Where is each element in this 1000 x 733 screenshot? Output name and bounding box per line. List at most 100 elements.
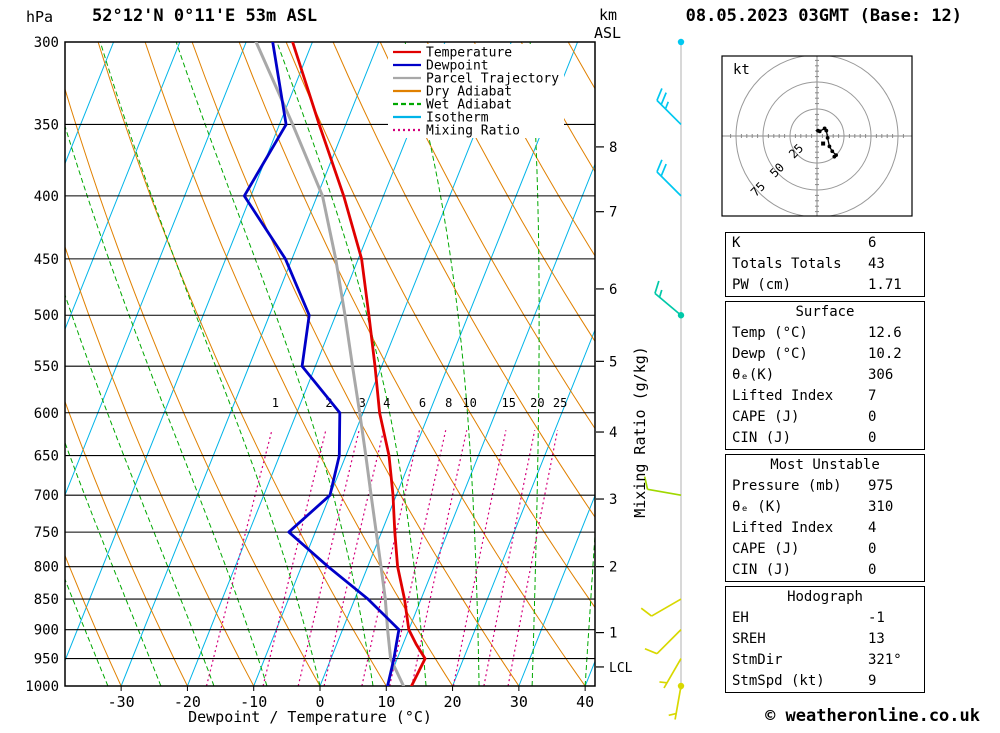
mixing-ratio-layer (205, 430, 559, 686)
hodograph-ring (735, 56, 899, 216)
mixing-ratio-value-label: 25 (553, 396, 567, 410)
wind-barb-stroke (656, 88, 663, 101)
stat-label: SREH (732, 631, 766, 647)
pressure-tick-label: 900 (34, 623, 59, 639)
km-tick-label: 5 (609, 354, 617, 370)
stats-group: K 6 Totals Totals 43 PW (cm) 1.71 (725, 232, 925, 297)
stat-row: Totals Totals 43 (726, 254, 924, 275)
stat-label: StmDir (732, 652, 783, 668)
stat-label: Totals Totals (732, 256, 842, 272)
stat-label: EH (732, 610, 749, 626)
temp-tick-label: 10 (377, 693, 395, 711)
isotherms-layer (65, 42, 595, 686)
stat-value: 4 (868, 520, 877, 536)
stat-group-header: Most Unstable (770, 457, 880, 473)
temperature-axis-labels: -30 -20 -10 0 10 20 30 40 (108, 686, 594, 711)
hodograph-ring-label: 25 (786, 141, 806, 161)
legend-label: Mixing Ratio (426, 124, 520, 139)
stat-value: -1 (868, 610, 885, 626)
stat-value: 43 (868, 256, 885, 272)
mixing-ratio-value-label: 8 (445, 396, 452, 410)
stat-value: 0 (868, 430, 877, 446)
legend-label: Parcel Trajectory (426, 72, 559, 87)
pressure-tick-label: 650 (34, 449, 59, 465)
sounding-curves (242, 42, 427, 686)
stats-group: Hodograph EH -1 SREH 13 StmDir 321° StmSpd (kt)… (725, 586, 925, 693)
mixing-ratio-axis-label: Mixing Ratio (g/kg) (631, 346, 649, 518)
stats-group: Most Unstable Pressure (mb) 975 θₑ (K) 310 Li… (725, 454, 925, 582)
stat-row: Lifted Index 7 (726, 386, 924, 407)
mixing-ratio-value-label: 15 (501, 396, 515, 410)
wind-barb-stroke (659, 681, 668, 684)
dry-adiabat-line (285, 42, 595, 609)
wind-level-dot (677, 38, 685, 46)
stat-value: 9 (868, 673, 877, 689)
stat-value: 310 (868, 499, 894, 515)
legend-label: Temperature (426, 46, 512, 61)
stat-value: 6 (868, 235, 877, 251)
stat-label: Temp (°C) (732, 325, 808, 341)
pressure-axis-labels: 300 350 400 450 500 550 600 650 700 750 800 850 900 9… (25, 35, 59, 695)
stat-row: Temp (°C) 12.6 (726, 323, 924, 344)
km-tick-label: 8 (609, 140, 617, 156)
mixing-ratio-value-label: 20 (530, 396, 544, 410)
wet-adiabat-line (0, 42, 2, 686)
x-axis-label: Dewpoint / Temperature (°C) (188, 708, 432, 726)
asl-unit-label: ASL (594, 24, 622, 42)
legend-label: Isotherm (426, 111, 489, 126)
isotherm-line (385, 162, 595, 686)
stat-row: Lifted Index 4 (726, 518, 924, 539)
stat-value: 0 (868, 541, 877, 557)
pressure-tick-label: 1000 (25, 679, 59, 695)
temp-tick-label: 0 (315, 693, 324, 711)
stat-label: PW (cm) (732, 277, 792, 293)
wind-barb-stroke (658, 289, 663, 298)
wind-barb-stroke (644, 647, 658, 655)
stat-label: CAPE (J) (732, 541, 800, 557)
hodograph-border (721, 55, 913, 217)
stat-label: Pressure (mb) (732, 478, 842, 494)
stat-value: 1.71 (868, 277, 902, 293)
hodograph-ring (762, 81, 872, 191)
stat-row: PW (cm) 1.71 (726, 275, 924, 296)
km-tick-label: 7 (609, 205, 617, 221)
stat-label: θₑ (K) (732, 499, 783, 515)
hodograph-trace-dot (817, 129, 822, 134)
wind-barb-stroke (640, 607, 653, 617)
stat-row: StmSpd (kt) 9 (726, 671, 924, 692)
mixing-ratio-line (483, 430, 536, 686)
station-title: 52°12'N 0°11'E 53m ASL (92, 6, 318, 26)
dry-adiabat-line (238, 42, 586, 686)
stat-row: CAPE (J) 0 (726, 407, 924, 428)
wind-barb-stroke (656, 629, 682, 655)
wind-barb-column (640, 38, 685, 720)
wind-barb-stroke (647, 488, 682, 497)
hodograph-trace-dot (830, 149, 835, 154)
mixing-ratio-line (452, 430, 507, 686)
stat-label: StmSpd (kt) (732, 673, 825, 689)
stat-value: 7 (868, 388, 877, 404)
hodograph-trace-dot (827, 144, 832, 149)
wet-adiabat-line (404, 42, 480, 686)
isotherm-line (65, 42, 181, 331)
temp-tick-label: 30 (510, 693, 528, 711)
stat-label: CAPE (J) (732, 409, 800, 425)
pressure-tick-label: 400 (34, 189, 59, 205)
stat-row: Dewp (°C) 10.2 (726, 344, 924, 365)
stat-row: SREH 13 (726, 629, 924, 650)
stat-row: θₑ (K) 310 (726, 497, 924, 518)
stat-label: Lifted Index (732, 520, 834, 536)
pressure-tick-label: 450 (34, 252, 59, 268)
pressure-tick-label: 700 (34, 488, 59, 504)
stat-value: 975 (868, 478, 894, 494)
stat-row: StmDir 321° (726, 650, 924, 671)
legend-label: Dry Adiabat (426, 85, 512, 100)
legend-label: Dewpoint (426, 59, 489, 74)
stat-value: 10.2 (868, 346, 902, 362)
pressure-unit-label: hPa (26, 8, 54, 26)
mixing-ratio-line (507, 430, 559, 686)
km-axis: 8 7 6 5 4 3 2 1 LCL (596, 140, 633, 676)
stat-label: Lifted Index (732, 388, 834, 404)
